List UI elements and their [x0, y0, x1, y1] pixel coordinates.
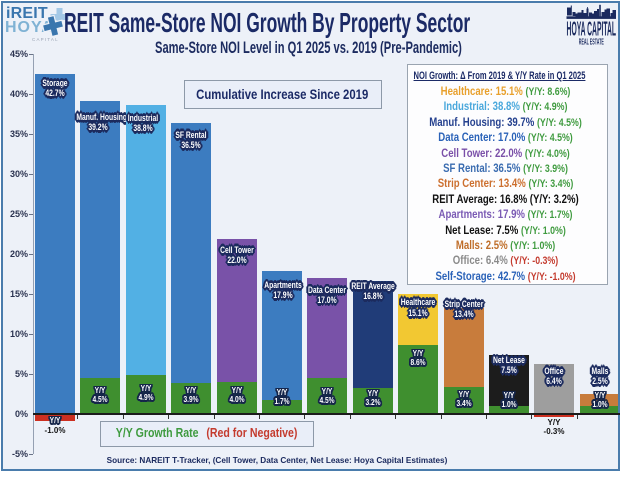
svg-text:HOYA CAPITAL: HOYA CAPITAL [567, 19, 617, 41]
svg-text:REAL ESTATE: REAL ESTATE [579, 38, 604, 47]
